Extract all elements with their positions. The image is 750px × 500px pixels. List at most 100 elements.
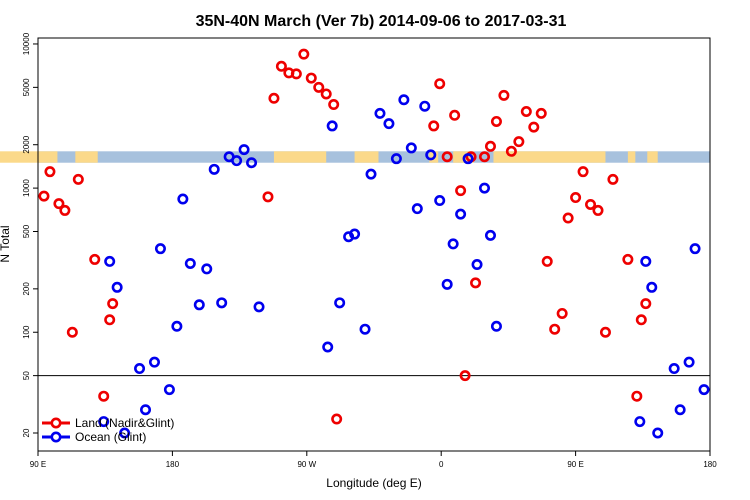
legend-item: Land (Nadir&Glint) [42, 416, 174, 430]
data-point [193, 299, 205, 311]
data-point [425, 149, 437, 161]
data-point [441, 278, 453, 290]
x-tick-label: 90 E [567, 460, 583, 469]
data-point [398, 94, 410, 106]
chart-title: 35N-40N March (Ver 7b) 2014-09-06 to 201… [196, 13, 567, 30]
land-band-segment [647, 151, 658, 163]
data-point [441, 151, 453, 163]
data-point [140, 404, 152, 416]
data-point [66, 326, 78, 338]
data-point [98, 416, 110, 428]
data-point [328, 99, 340, 111]
series-ocean [98, 94, 710, 439]
x-axis-label: Longitude (deg E) [326, 476, 421, 490]
data-point [98, 390, 110, 402]
data-point [208, 163, 220, 175]
data-point [634, 416, 646, 428]
data-point [201, 263, 213, 275]
data-point [505, 145, 517, 157]
data-point [570, 192, 582, 204]
data-point [238, 144, 250, 156]
land-band-segment [493, 151, 606, 163]
data-point [434, 195, 446, 207]
data-point [455, 185, 467, 197]
land-band-segment [627, 151, 636, 163]
data-point [490, 320, 502, 332]
data-point [585, 198, 597, 210]
data-point [447, 238, 459, 250]
data-point [484, 140, 496, 152]
data-point [390, 153, 402, 165]
data-point [674, 404, 686, 416]
data-point [111, 281, 123, 293]
data-point [163, 384, 175, 396]
data-point [471, 259, 483, 271]
data-point [652, 427, 664, 439]
data-point [520, 105, 532, 117]
data-point [322, 341, 334, 353]
data-point [334, 297, 346, 309]
y-tick-label: 5000 [22, 78, 31, 96]
y-tick-label: 200 [22, 282, 31, 296]
y-axis-label: N Total [0, 225, 12, 262]
data-point [428, 120, 440, 132]
data-point [411, 203, 423, 215]
land-band-segment [354, 151, 379, 163]
data-point [72, 173, 84, 185]
data-point [484, 229, 496, 241]
y-tick-label: 20 [22, 428, 31, 437]
background-band [0, 151, 710, 163]
y-tick-label: 2000 [22, 135, 31, 153]
data-point [246, 157, 258, 169]
data-point [383, 118, 395, 130]
data-point [622, 253, 634, 265]
data-point [592, 204, 604, 216]
data-point [104, 314, 116, 326]
data-point [148, 356, 160, 368]
x-tick-label: 90 E [30, 460, 46, 469]
data-point [640, 255, 652, 267]
y-tick-label: 50 [22, 371, 31, 380]
data-point [698, 384, 710, 396]
data-point [668, 363, 680, 375]
data-point [331, 413, 343, 425]
y-tick-label: 10000 [22, 32, 31, 55]
data-point [549, 323, 561, 335]
plot-frame [37, 37, 711, 452]
data-point [275, 60, 287, 72]
data-point [177, 193, 189, 205]
data-point [689, 243, 701, 255]
data-point [455, 208, 467, 220]
data-point [171, 320, 183, 332]
data-point [599, 326, 611, 338]
y-axis-ticks: 20 50 100 200 500 1000 2000 5000 10000 [22, 32, 38, 437]
data-point [405, 142, 417, 154]
data-point [119, 427, 131, 439]
data-points [38, 48, 710, 439]
x-axis-ticks: 90 E 180 90 W 0 90 E 180 [30, 451, 717, 469]
data-point [635, 314, 647, 326]
data-point [231, 155, 243, 167]
data-point [479, 151, 491, 163]
data-point [38, 190, 50, 202]
data-point [184, 257, 196, 269]
data-point [535, 107, 547, 119]
data-point [268, 92, 280, 104]
legend: Land (Nadir&Glint)Ocean (Glint) [42, 416, 174, 444]
data-point [154, 243, 166, 255]
series-land [38, 48, 652, 425]
data-point [577, 166, 589, 178]
data-point [89, 253, 101, 265]
data-point [631, 390, 643, 402]
x-tick-label: 180 [166, 460, 180, 469]
legend-label: Land (Nadir&Glint) [75, 416, 174, 430]
data-point [562, 212, 574, 224]
y-tick-label: 100 [22, 325, 31, 339]
data-point [253, 301, 265, 313]
data-point [44, 166, 56, 178]
land-band-segment [0, 151, 58, 163]
data-point [305, 72, 317, 84]
legend-swatch-marker [50, 431, 62, 443]
data-point [53, 198, 65, 210]
data-point [262, 191, 274, 203]
